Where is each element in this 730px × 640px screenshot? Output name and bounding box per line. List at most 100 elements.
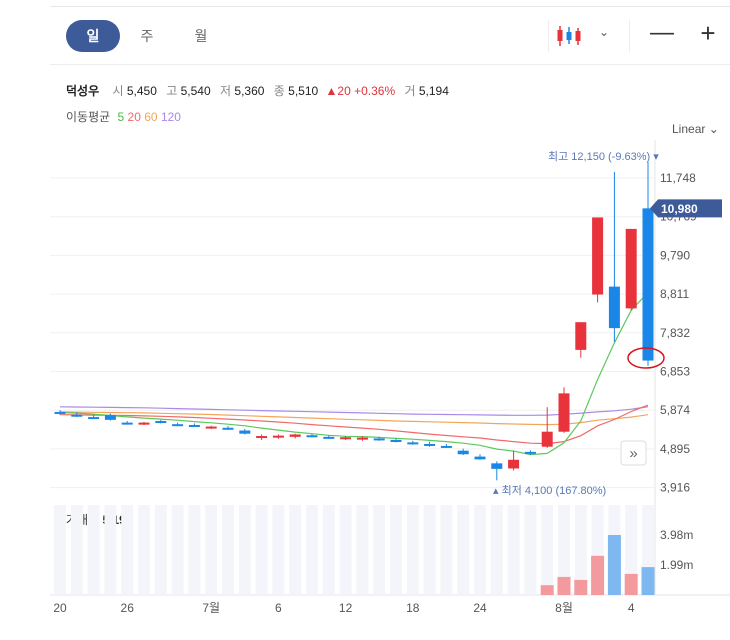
x-tick-label: 8월 <box>555 601 573 615</box>
tab-month[interactable]: 월 <box>194 28 208 44</box>
candle-body <box>239 430 251 434</box>
volume-slot <box>171 505 184 595</box>
y-tick-label: 6,853 <box>660 365 690 379</box>
high-value: 5,540 <box>180 84 211 98</box>
y-tick-label: 4,895 <box>660 442 690 456</box>
y-tick-label: 3,916 <box>660 481 690 495</box>
volume-slot <box>373 505 386 595</box>
volume-slot <box>625 505 638 595</box>
volume-slot <box>306 505 318 595</box>
volume-slot <box>138 505 150 595</box>
volume-slot <box>406 505 419 595</box>
close-label: 종 <box>273 84 285 98</box>
volume-slot <box>339 505 352 595</box>
volume-slot <box>591 505 604 595</box>
volume-slot <box>490 505 503 595</box>
low-label: 저 <box>220 84 232 98</box>
change-value: ▲20 +0.36% <box>325 84 396 98</box>
volume-slot <box>54 505 66 595</box>
volume-slot <box>440 505 453 595</box>
moving-average-legend: 이동평균 5 20 60 120 <box>66 108 181 125</box>
candle-body <box>104 415 116 420</box>
volume-panel-label: 거래량 5,194 <box>66 511 133 528</box>
x-tick-label: 24 <box>473 601 487 615</box>
tab-week[interactable]: 주 <box>140 28 154 44</box>
ma120-line <box>59 406 649 416</box>
volume-bar <box>574 579 588 595</box>
candle-body <box>54 411 66 414</box>
volume-slot <box>457 505 470 595</box>
ma5-legend[interactable]: 5 <box>117 110 125 124</box>
volume-slot <box>541 505 554 595</box>
y-tick-label: 8,811 <box>660 287 689 301</box>
volume-tick-label: 3.98m <box>660 528 693 542</box>
volume-slot <box>608 505 621 595</box>
zoom-out-button[interactable]: — <box>650 19 674 46</box>
candle-body <box>558 393 570 432</box>
candlestick-icon <box>557 26 581 46</box>
volume-label: 거 <box>404 84 416 98</box>
y-tick-label: 11,748 <box>660 171 696 185</box>
candle-body <box>256 436 268 439</box>
ma60-line <box>59 411 649 426</box>
volume-slot <box>222 505 234 595</box>
highlight-circle <box>627 347 665 369</box>
candle-body <box>457 450 469 455</box>
candle-body <box>642 208 654 361</box>
current-price-label: 10,980 <box>661 202 698 216</box>
candle-body <box>491 463 503 469</box>
x-tick-label: 18 <box>406 601 420 615</box>
ma-label: 이동평균 <box>66 110 111 124</box>
candle-body <box>306 435 318 438</box>
candle-body <box>625 228 637 309</box>
scale-selector[interactable]: Linear ⌄ <box>672 122 719 136</box>
candle-body <box>424 443 436 446</box>
candle-body <box>608 286 620 329</box>
volume-value: 5,194 <box>418 84 449 98</box>
price-info: 덕성우 시 5,450 고 5,540 저 5,360 종 5,510 ▲20 … <box>66 82 453 99</box>
volume-slot <box>238 505 251 595</box>
volume-slot <box>205 505 218 595</box>
candle-body <box>541 431 553 447</box>
chart-type-selector[interactable]: ⌄ <box>548 20 630 52</box>
candle-body <box>373 438 385 441</box>
volume-slot <box>188 505 201 595</box>
candle-body <box>508 459 520 469</box>
low-value: 5,360 <box>234 84 265 98</box>
volume-slot <box>272 505 285 595</box>
volume-slot <box>474 505 486 595</box>
volume-slot <box>322 505 335 595</box>
volume-panel-title: 거래량 <box>66 513 100 527</box>
ma20-legend[interactable]: 20 <box>127 110 141 124</box>
y-tick-label: 7,832 <box>660 326 690 340</box>
double-chevron-right-icon: » <box>629 445 637 462</box>
volume-slot <box>255 505 268 595</box>
x-tick-label: 6 <box>275 601 282 615</box>
volume-slot <box>574 505 587 595</box>
period-tabs: 일 주 월 <box>66 20 228 52</box>
volume-bar <box>607 535 621 595</box>
high-annotation: 최고 12,150 (-9.63%) ▾ <box>548 150 659 163</box>
tab-day[interactable]: 일 <box>66 20 120 52</box>
x-tick-label: 12 <box>339 601 353 615</box>
ma60-legend[interactable]: 60 <box>144 110 158 124</box>
candle-body <box>592 217 604 295</box>
volume-slot <box>154 505 167 595</box>
candle-body <box>88 417 100 420</box>
candle-body <box>121 422 133 425</box>
x-tick-label: 4 <box>628 601 635 615</box>
volume-bar <box>591 555 605 595</box>
y-tick-label: 10,769 <box>660 210 697 224</box>
volume-slot <box>524 505 537 595</box>
candle-body <box>188 424 200 427</box>
candle-body <box>289 434 301 437</box>
ma20-line <box>59 404 649 445</box>
candle-body <box>155 421 167 424</box>
volume-slot <box>642 505 654 595</box>
x-tick-label: 26 <box>121 601 135 615</box>
candle-body <box>575 322 587 350</box>
ma120-legend[interactable]: 120 <box>160 110 181 124</box>
volume-slot <box>356 505 369 595</box>
y-tick-label: 9,790 <box>660 248 690 262</box>
zoom-in-button[interactable]: + <box>700 18 716 48</box>
